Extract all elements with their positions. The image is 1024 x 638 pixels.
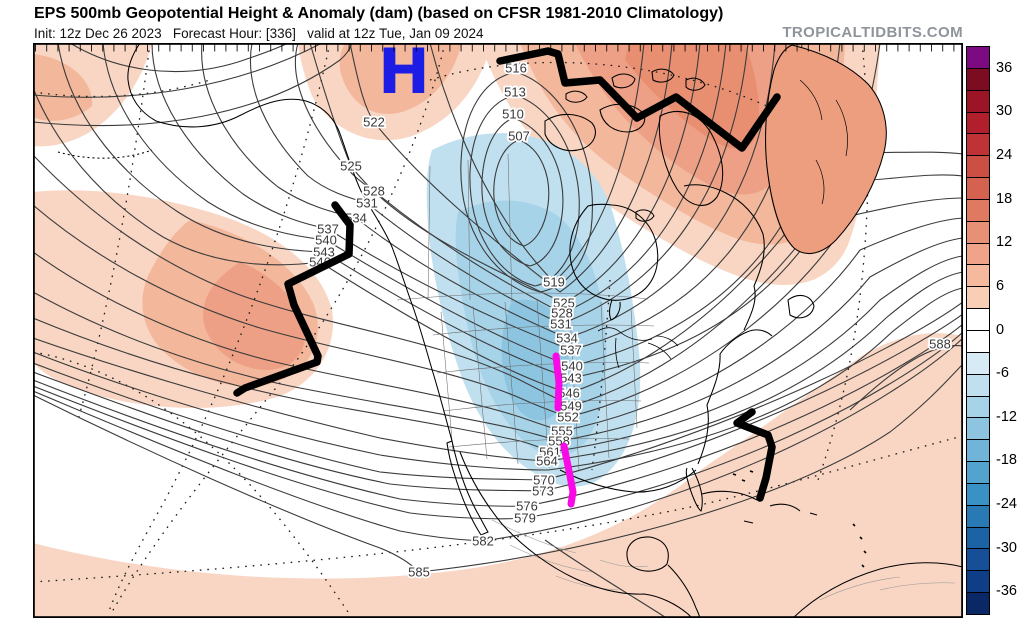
colorbar-cell bbox=[967, 504, 989, 527]
svg-text:543: 543 bbox=[313, 245, 335, 260]
colorbar-cell bbox=[967, 373, 989, 396]
colorbar-cell bbox=[967, 47, 989, 68]
forecast-map: 516 513 510 507 522 525 528 531 534 537 540 543 546 5… bbox=[32, 35, 964, 633]
colorbar-tick: -12 bbox=[996, 408, 1017, 425]
colorbar-tick-labels: 36 30 24 18 12 6 0 -6 -12 -18 -24 -30 -36 bbox=[996, 46, 1024, 615]
svg-text:519: 519 bbox=[543, 275, 565, 290]
svg-text:555: 555 bbox=[551, 424, 573, 439]
svg-text:546: 546 bbox=[558, 386, 580, 401]
svg-text:552: 552 bbox=[557, 410, 579, 425]
svg-text:549: 549 bbox=[560, 399, 582, 414]
svg-text:540: 540 bbox=[561, 359, 583, 374]
colorbar-cell bbox=[967, 548, 989, 571]
svg-text:570: 570 bbox=[533, 473, 555, 488]
svg-text:516: 516 bbox=[505, 61, 527, 76]
colorbar-cell bbox=[967, 592, 989, 614]
colorbar-cell bbox=[967, 461, 989, 483]
colorbar-cell bbox=[967, 155, 989, 178]
colorbar-cell bbox=[967, 286, 989, 309]
colorbar-tick: 6 bbox=[996, 277, 1005, 294]
svg-text:531: 531 bbox=[550, 317, 572, 332]
colorbar-tick: -36 bbox=[996, 583, 1017, 600]
colorbar-tick: -24 bbox=[996, 495, 1017, 512]
svg-text:561: 561 bbox=[539, 445, 561, 460]
svg-text:525: 525 bbox=[340, 159, 362, 174]
political-borders bbox=[396, 153, 956, 601]
colorbar-cell bbox=[967, 67, 989, 90]
svg-text:564: 564 bbox=[536, 454, 558, 469]
colorbar-tick: 24 bbox=[996, 147, 1013, 164]
colorbar-cell bbox=[967, 111, 989, 134]
svg-text:507: 507 bbox=[508, 129, 530, 144]
colorbar-tick: 12 bbox=[996, 234, 1013, 251]
svg-text:528: 528 bbox=[363, 184, 385, 199]
high-center-marker: H bbox=[378, 35, 430, 108]
colorbar-cell bbox=[967, 242, 989, 265]
colorbar-cell bbox=[967, 526, 989, 549]
colorbar-tick: 18 bbox=[996, 190, 1013, 207]
height-contour-lines bbox=[32, 42, 964, 633]
svg-text:579: 579 bbox=[514, 511, 536, 526]
colorbar-cell bbox=[967, 308, 989, 330]
colorbar-cell bbox=[967, 220, 989, 243]
colorbar-tick: 36 bbox=[996, 59, 1013, 76]
watermark-tropicaltidbits: TROPICALTIDBITS.COM bbox=[782, 24, 963, 41]
colorbar-tick: -6 bbox=[996, 365, 1009, 382]
colorbar-cell bbox=[967, 351, 989, 374]
svg-text:510: 510 bbox=[502, 107, 524, 122]
svg-text:H: H bbox=[378, 43, 430, 108]
svg-text:576: 576 bbox=[516, 499, 538, 514]
svg-text:582: 582 bbox=[472, 534, 494, 549]
colorbar-cell bbox=[967, 264, 989, 287]
svg-text:528: 528 bbox=[551, 306, 573, 321]
colorbar-tick: 0 bbox=[996, 321, 1005, 338]
graticule-dotted-lines bbox=[32, 42, 964, 616]
anomaly-colorbar bbox=[966, 46, 990, 615]
svg-text:588: 588 bbox=[929, 337, 951, 352]
svg-text:585: 585 bbox=[408, 565, 430, 580]
colorbar-cell bbox=[967, 133, 989, 156]
contour-labels: 5165135105075225255285315345375405435465… bbox=[307, 59, 952, 582]
colorbar-tick: 30 bbox=[996, 103, 1013, 120]
colorbar-cell bbox=[967, 329, 989, 352]
colorbar-tick: -18 bbox=[996, 452, 1017, 469]
init-valid-line: Init: 12z Dec 26 2023 Forecast Hour: [33… bbox=[34, 26, 484, 41]
svg-text:537: 537 bbox=[560, 343, 582, 358]
colorbar-cell bbox=[967, 395, 989, 418]
svg-text:531: 531 bbox=[356, 196, 378, 211]
svg-text:522: 522 bbox=[363, 115, 385, 130]
colorbar-cell bbox=[967, 482, 989, 505]
coastline bbox=[57, 42, 964, 619]
svg-text:573: 573 bbox=[532, 484, 554, 499]
colorbar-cell bbox=[967, 198, 989, 221]
map-border bbox=[33, 43, 964, 619]
svg-text:513: 513 bbox=[504, 85, 526, 100]
svg-text:540: 540 bbox=[315, 233, 337, 248]
colorbar-cell bbox=[967, 177, 989, 199]
page-title: EPS 500mb Geopotential Height & Anomaly … bbox=[34, 5, 724, 22]
colorbar-cell bbox=[967, 570, 989, 593]
colorbar-cell bbox=[967, 417, 989, 440]
trough-axis-and-magenta-lines bbox=[233, 47, 781, 508]
colorbar-cell bbox=[967, 89, 989, 112]
colorbar-cell bbox=[967, 439, 989, 462]
svg-text:534: 534 bbox=[556, 331, 578, 346]
svg-text:543: 543 bbox=[560, 371, 582, 386]
svg-text:525: 525 bbox=[553, 296, 575, 311]
svg-text:537: 537 bbox=[317, 222, 339, 237]
colorbar-tick: -30 bbox=[996, 539, 1017, 556]
